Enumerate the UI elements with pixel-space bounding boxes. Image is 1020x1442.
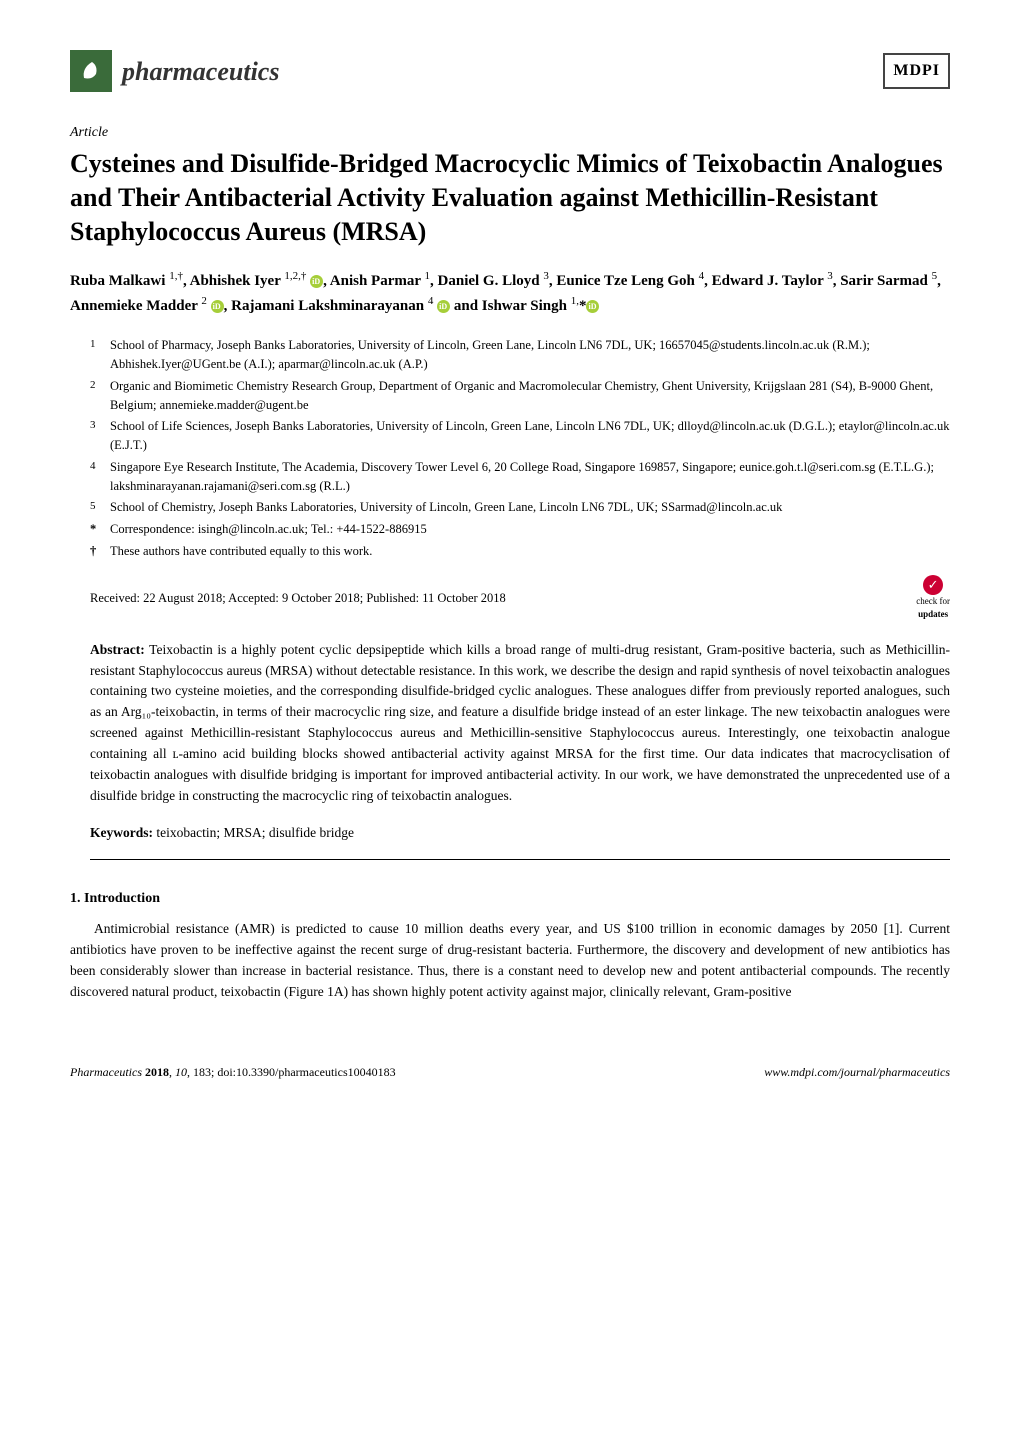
abstract: Abstract: Teixobactin is a highly potent… (70, 640, 950, 807)
article-type: Article (70, 122, 950, 143)
footer-citation: Pharmaceutics 2018, 10, 183; doi:10.3390… (70, 1063, 396, 1081)
affiliation-item: 2Organic and Biomimetic Chemistry Resear… (110, 377, 950, 415)
abstract-text: Teixobactin is a highly potent cyclic de… (90, 642, 950, 803)
affiliation-item: 1School of Pharmacy, Joseph Banks Labora… (110, 336, 950, 374)
dates-row: Received: 22 August 2018; Accepted: 9 Oc… (70, 575, 950, 622)
publication-dates: Received: 22 August 2018; Accepted: 9 Oc… (90, 589, 506, 608)
orcid-icon (437, 300, 450, 313)
correspondence-item: *Correspondence: isingh@lincoln.ac.uk; T… (110, 520, 950, 539)
orcid-icon (310, 275, 323, 288)
article-title: Cysteines and Disulfide-Bridged Macrocyc… (70, 147, 950, 248)
orcid-icon (586, 300, 599, 313)
keywords: Keywords: teixobactin; MRSA; disulfide b… (70, 823, 950, 843)
keywords-label: Keywords: (90, 825, 153, 840)
equal-contrib-item: †These authors have contributed equally … (110, 542, 950, 561)
affiliations: 1School of Pharmacy, Joseph Banks Labora… (70, 336, 950, 560)
orcid-icon (211, 300, 224, 313)
page-footer: Pharmaceutics 2018, 10, 183; doi:10.3390… (70, 1063, 950, 1081)
journal-logo: pharmaceutics (70, 50, 279, 92)
leaf-icon (78, 58, 104, 84)
check-updates-icon: ✓ (923, 575, 943, 595)
body-paragraph: Antimicrobial resistance (AMR) is predic… (70, 919, 950, 1003)
affiliation-item: 5School of Chemistry, Joseph Banks Labor… (110, 498, 950, 517)
author-list: Ruba Malkawi 1,†, Abhishek Iyer 1,2,† , … (70, 268, 950, 318)
publisher-logo: MDPI (883, 53, 950, 89)
keywords-text: teixobactin; MRSA; disulfide bridge (156, 825, 354, 840)
affiliation-item: 3School of Life Sciences, Joseph Banks L… (110, 417, 950, 455)
journal-name: pharmaceutics (122, 52, 279, 91)
affiliation-item: 4Singapore Eye Research Institute, The A… (110, 458, 950, 496)
journal-logo-icon (70, 50, 112, 92)
section-heading: 1. Introduction (70, 888, 950, 909)
page-header: pharmaceutics MDPI (70, 50, 950, 92)
abstract-label: Abstract: (90, 642, 145, 657)
check-updates-badge[interactable]: ✓ check for updates (916, 575, 950, 622)
divider (90, 859, 950, 860)
footer-url: www.mdpi.com/journal/pharmaceutics (764, 1063, 950, 1081)
